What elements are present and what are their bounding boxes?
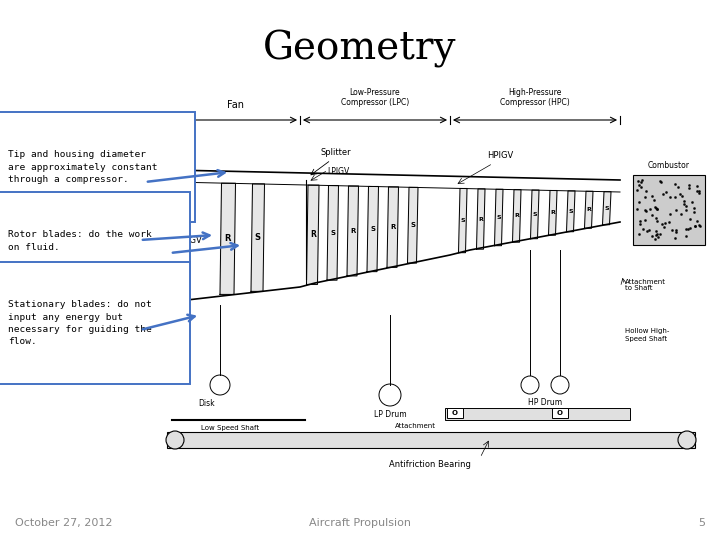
Text: R: R	[514, 213, 519, 219]
Text: LPIGV: LPIGV	[327, 167, 349, 176]
Circle shape	[521, 376, 539, 394]
Polygon shape	[307, 185, 319, 285]
Polygon shape	[347, 186, 359, 276]
Polygon shape	[327, 186, 338, 280]
Bar	[167, 432, 695, 448]
Text: Low Speed Shaft: Low Speed Shaft	[201, 425, 259, 431]
Bar	[633, 175, 705, 245]
Polygon shape	[367, 186, 379, 272]
Text: HPIGV: HPIGV	[487, 151, 513, 160]
Text: LP Drum: LP Drum	[374, 410, 406, 419]
Polygon shape	[477, 189, 485, 249]
Text: Aircraft Propulsion: Aircraft Propulsion	[309, 518, 411, 528]
Bar	[445, 408, 630, 420]
Polygon shape	[603, 192, 611, 225]
Text: S: S	[410, 222, 415, 228]
Bar	[447, 408, 463, 418]
Text: Fan: Fan	[228, 100, 245, 110]
Text: S: S	[460, 218, 465, 223]
Text: S: S	[532, 212, 537, 217]
Text: R: R	[390, 224, 395, 230]
Text: Rotor blades: do the work
on fluid.: Rotor blades: do the work on fluid.	[8, 230, 152, 252]
Text: Splitter: Splitter	[320, 148, 351, 157]
Circle shape	[678, 431, 696, 449]
Polygon shape	[531, 190, 539, 239]
Text: R: R	[225, 234, 231, 244]
Text: Combustor: Combustor	[648, 161, 690, 170]
Circle shape	[210, 375, 230, 395]
Text: IGV: IGV	[187, 236, 202, 245]
Text: S: S	[568, 209, 573, 214]
Text: O: O	[452, 410, 458, 416]
Text: Geometry: Geometry	[264, 30, 456, 68]
Text: Antifriction Bearing: Antifriction Bearing	[389, 460, 471, 469]
Text: Low-Pressure
Compressor (LPC): Low-Pressure Compressor (LPC)	[341, 87, 409, 107]
Text: Attachment: Attachment	[395, 423, 436, 429]
Polygon shape	[549, 191, 557, 235]
Text: S: S	[255, 233, 261, 242]
Text: Hollow High-
Speed Shaft: Hollow High- Speed Shaft	[625, 328, 670, 341]
Polygon shape	[387, 187, 398, 267]
Text: High-Pressure
Compressor (HPC): High-Pressure Compressor (HPC)	[500, 87, 570, 107]
Polygon shape	[220, 183, 235, 294]
Text: S: S	[496, 215, 501, 220]
Text: S: S	[604, 206, 609, 211]
Text: 5: 5	[698, 518, 705, 528]
Polygon shape	[567, 191, 575, 232]
Polygon shape	[251, 184, 264, 292]
Text: R: R	[350, 228, 356, 234]
Text: R: R	[586, 207, 591, 212]
Text: S: S	[370, 226, 375, 232]
Text: Tip and housing diameter
are approximately constant
through a compressor.: Tip and housing diameter are approximate…	[8, 150, 158, 184]
Text: R: R	[310, 230, 315, 239]
Polygon shape	[495, 190, 503, 246]
Text: R: R	[478, 217, 483, 221]
Polygon shape	[513, 190, 521, 242]
Text: Stationary blades: do not
input any energy but
necessary for guiding the
flow.: Stationary blades: do not input any ener…	[8, 300, 152, 347]
Polygon shape	[585, 191, 593, 228]
Polygon shape	[459, 188, 467, 253]
Bar	[552, 408, 568, 418]
Text: Attachment
to Shaft: Attachment to Shaft	[625, 279, 666, 292]
Circle shape	[379, 384, 401, 406]
Text: S: S	[330, 230, 336, 236]
Text: R: R	[550, 211, 555, 215]
Circle shape	[166, 431, 184, 449]
Text: Disk: Disk	[199, 399, 215, 408]
Polygon shape	[408, 187, 418, 263]
Text: October 27, 2012: October 27, 2012	[15, 518, 112, 528]
Circle shape	[551, 376, 569, 394]
Text: HP Drum: HP Drum	[528, 398, 562, 407]
Text: O: O	[557, 410, 563, 416]
